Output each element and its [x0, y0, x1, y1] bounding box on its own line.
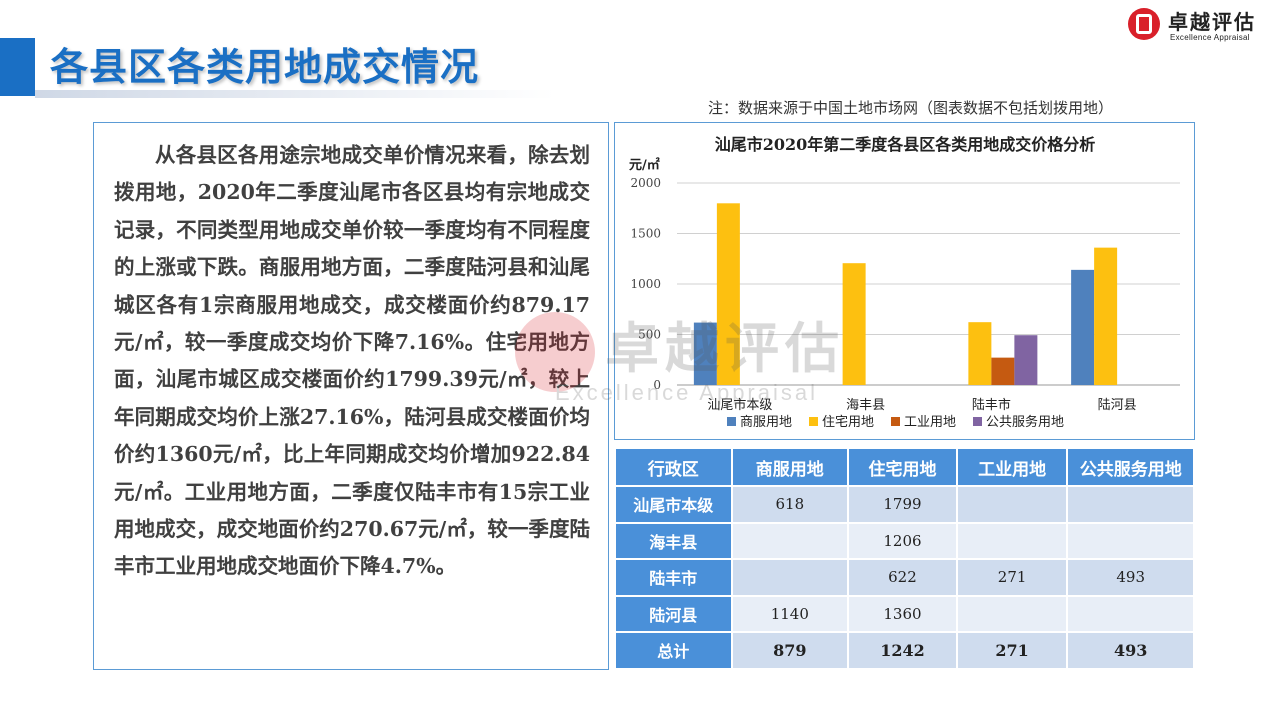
- legend-label: 商服用地: [740, 415, 792, 430]
- y-tick-label: 1500: [630, 227, 661, 241]
- legend-swatch: [809, 417, 818, 426]
- legend-label: 公共服务用地: [986, 414, 1064, 430]
- table-row: 海丰县 1206: [614, 521, 1195, 560]
- logo-text-en: Excellence Appraisal: [1170, 33, 1250, 42]
- table-total-row: 总计 879 1242 271 493: [614, 631, 1195, 670]
- company-logo: 卓越评估 Excellence Appraisal: [1128, 6, 1276, 44]
- logo-text-cn: 卓越评估: [1168, 10, 1256, 34]
- table-row-header: 汕尾市本级: [614, 485, 733, 524]
- y-axis-label: 元/㎡: [629, 157, 660, 173]
- table-row-header: 陆河县: [614, 594, 733, 633]
- table-cell: [730, 521, 850, 560]
- table-cell: 1242: [847, 631, 958, 670]
- y-tick-label: 1000: [630, 277, 661, 291]
- x-tick-label: 陆丰市: [972, 397, 1011, 413]
- bar: [1014, 335, 1038, 385]
- bar: [968, 322, 992, 385]
- table-row: 陆河县 1140 1360: [614, 594, 1195, 633]
- x-tick-label: 陆河县: [1098, 397, 1137, 413]
- table-cell: 1140: [730, 594, 850, 633]
- bar: [1094, 247, 1118, 385]
- price-table: 行政区 商服用地 住宅用地 工业用地 公共服务用地 汕尾市本级 618 1799 海丰县 120…: [614, 447, 1195, 670]
- y-tick-label: 500: [638, 328, 661, 342]
- table-row: 汕尾市本级 618 1799: [614, 485, 1195, 524]
- legend-swatch: [891, 417, 900, 426]
- title-accent-bar: [0, 38, 35, 96]
- x-tick-label: 汕尾市本级: [707, 397, 772, 413]
- legend-label: 工业用地: [904, 415, 956, 430]
- table-cell: 618: [730, 485, 850, 524]
- chart-title: 汕尾市2020年第二季度各县区各类用地成交价格分析: [715, 135, 1096, 154]
- table-row-header: 总计: [614, 631, 733, 670]
- y-tick-label: 0: [653, 378, 661, 392]
- table-cell: 271: [955, 558, 1069, 597]
- table-cell: [955, 485, 1069, 524]
- table-row: 陆丰市 622 271 493: [614, 558, 1195, 597]
- table-cell: 493: [1066, 558, 1195, 597]
- bar: [716, 203, 740, 385]
- data-source-note: 注：数据来源于中国土地市场网（图表数据不包括划拨用地）: [708, 99, 1114, 117]
- table-cell: [1066, 521, 1195, 560]
- y-tick-label: 2000: [630, 176, 661, 190]
- legend-label: 住宅用地: [822, 415, 874, 430]
- table-cell: [1066, 594, 1195, 633]
- bar: [842, 263, 866, 385]
- title-underline: [35, 90, 555, 98]
- logo-icon: [1128, 8, 1160, 40]
- table-cell: [955, 521, 1069, 560]
- table-cell: 1360: [847, 594, 958, 633]
- analysis-paragraph: 从各县区各用途宗地成交单价情况来看，除去划拨用地，2020年二季度汕尾市各区县均…: [114, 143, 590, 579]
- table-cell: [1066, 485, 1195, 524]
- x-tick-label: 海丰县: [846, 398, 885, 413]
- table-cell: [955, 594, 1069, 633]
- legend-swatch: [727, 417, 736, 426]
- table-header-cell: 行政区: [614, 447, 733, 487]
- table-cell: 493: [1066, 631, 1195, 670]
- table-header-row: 行政区 商服用地 住宅用地 工业用地 公共服务用地: [614, 447, 1195, 487]
- bar: [693, 322, 717, 385]
- table-body: 汕尾市本级 618 1799 海丰县 1206 陆丰市 622 271 493 陆河县 1140 13…: [614, 485, 1195, 670]
- bar: [1071, 269, 1095, 385]
- table-cell: [730, 558, 850, 597]
- table-cell: 879: [730, 631, 850, 670]
- table-cell: 1799: [847, 485, 958, 524]
- table-cell: 1206: [847, 521, 958, 560]
- table-header-cell: 商服用地: [730, 447, 850, 487]
- table-cell: 622: [847, 558, 958, 597]
- table-header-cell: 公共服务用地: [1066, 447, 1195, 487]
- table-row-header: 陆丰市: [614, 558, 733, 597]
- legend-swatch: [973, 417, 982, 426]
- table-row-header: 海丰县: [614, 521, 733, 560]
- table-cell: 271: [955, 631, 1069, 670]
- table-header-cell: 工业用地: [955, 447, 1069, 487]
- price-chart: 汕尾市2020年第二季度各县区各类用地成交价格分析元/㎡ 0 500 1000 1500…: [614, 122, 1195, 440]
- page-title: 各县区各类用地成交情况: [50, 45, 480, 89]
- analysis-text-box: 从各县区各用途宗地成交单价情况来看，除去划拨用地，2020年二季度汕尾市各区县均…: [93, 122, 609, 670]
- bar: [991, 357, 1015, 385]
- table-header-cell: 住宅用地: [847, 447, 958, 487]
